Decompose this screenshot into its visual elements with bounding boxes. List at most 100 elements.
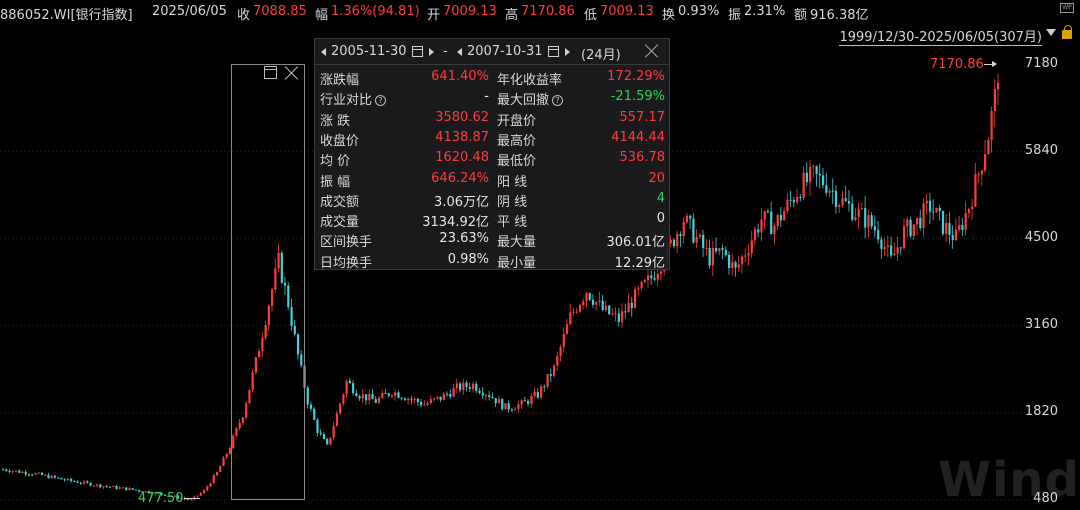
- candle-body: [5, 469, 8, 471]
- stat-label: 涨 跌: [320, 113, 351, 129]
- y-tick-label: 7180: [1024, 56, 1058, 71]
- candle-body: [867, 215, 870, 228]
- candle-body: [676, 234, 679, 247]
- candle-body: [89, 482, 92, 486]
- next-end-arrow-icon[interactable]: [565, 48, 570, 56]
- help-icon[interactable]: ?: [552, 95, 564, 107]
- stat-value: 12.29亿: [614, 255, 665, 271]
- stats-row: 收盘价 4138.87 最高价 4144.44: [315, 128, 669, 149]
- candle-body: [118, 487, 121, 489]
- index-code[interactable]: 886052.WI[银行指数]: [0, 8, 133, 23]
- candle-body: [40, 472, 44, 476]
- candle-body: [705, 247, 708, 249]
- candle-body: [407, 398, 410, 401]
- candle-body: [659, 271, 663, 274]
- next-start-arrow-icon[interactable]: [429, 48, 434, 56]
- end-date[interactable]: 2007-10-31: [467, 44, 543, 59]
- interval-selection-box[interactable]: [231, 64, 305, 500]
- candle-body: [627, 302, 630, 313]
- candle-body: [533, 392, 536, 397]
- arrow-right-icon: [984, 61, 997, 67]
- candle-body: [702, 234, 705, 248]
- candle-body: [436, 396, 439, 399]
- candle-body: [899, 247, 902, 249]
- candle-body: [643, 280, 646, 283]
- candle-body: [805, 172, 808, 183]
- candle-body: [715, 248, 718, 252]
- candle-body: [517, 404, 520, 410]
- candle-body: [825, 185, 828, 193]
- amount-value: 916.38亿: [810, 8, 869, 23]
- y-tick-label: 480: [1033, 491, 1058, 506]
- candle-body: [462, 382, 465, 391]
- help-icon[interactable]: ?: [375, 95, 387, 107]
- candle-body: [831, 190, 834, 192]
- candle-body: [870, 215, 873, 227]
- close-icon[interactable]: [645, 44, 659, 58]
- candle-body: [2, 469, 5, 471]
- close-icon[interactable]: [284, 65, 300, 81]
- candle-body: [711, 248, 714, 266]
- candle-body: [591, 299, 595, 305]
- stat-label: 最高价: [497, 133, 537, 149]
- candle-body: [433, 398, 436, 400]
- candle-body: [125, 487, 128, 491]
- calendar-icon[interactable]: [548, 46, 559, 57]
- interval-stats-panel: 2005-11-30 - 2007-10-31 (24月) 涨跌幅 641.40%…: [314, 38, 670, 271]
- candle-body: [504, 403, 507, 410]
- candle-body: [306, 387, 309, 405]
- candle-body: [520, 400, 523, 405]
- candle-body: [886, 245, 890, 247]
- stat-label: 开盘价: [497, 113, 537, 129]
- lock-icon[interactable]: [1062, 25, 1072, 39]
- candle-body: [915, 217, 919, 225]
- wp-badge-icon[interactable]: WP: [1060, 3, 1074, 13]
- stat-label: 最大回撤?: [497, 89, 564, 108]
- candle-body: [656, 273, 659, 280]
- open-value: 7009.13: [443, 4, 497, 19]
- calendar-icon[interactable]: [412, 46, 423, 57]
- candle-body: [812, 166, 815, 168]
- candle-body: [329, 437, 332, 445]
- candle-body: [423, 404, 426, 406]
- prev-start-arrow-icon[interactable]: [321, 48, 326, 56]
- candle-body: [634, 289, 637, 309]
- candle-body: [922, 203, 925, 228]
- candle-body: [747, 252, 750, 256]
- candle-body: [588, 293, 591, 300]
- candle-body: [854, 216, 857, 220]
- dropdown-arrow-icon[interactable]: [1046, 29, 1056, 36]
- candle-body: [974, 174, 977, 207]
- date-range-text[interactable]: 1999/12/30-2025/06/05(307月): [839, 30, 1042, 46]
- candle-body: [646, 275, 650, 281]
- y-tick-label: 4500: [1024, 230, 1058, 245]
- stat-value: -: [484, 89, 489, 105]
- prev-end-arrow-icon[interactable]: [457, 48, 462, 56]
- candle-body: [847, 200, 851, 204]
- candle-body: [164, 494, 167, 496]
- candle-body: [650, 275, 653, 278]
- window-icon[interactable]: [264, 66, 277, 79]
- candle-body: [50, 475, 53, 479]
- start-date[interactable]: 2005-11-30: [331, 44, 407, 59]
- candle-body: [611, 313, 614, 315]
- candle-body: [410, 398, 413, 400]
- stat-label: 涨跌幅: [320, 73, 360, 88]
- stat-value: 4: [656, 190, 665, 206]
- kline-chart[interactable]: [0, 40, 1080, 510]
- turnover-label: 换: [662, 8, 676, 23]
- candle-body: [60, 477, 63, 480]
- stat-label: 阴 线: [497, 194, 528, 210]
- date-range-selector[interactable]: 1999/12/30-2025/06/05(307月): [839, 26, 1042, 46]
- candle-body: [180, 498, 183, 500]
- candle-body: [102, 486, 105, 488]
- candle-body: [698, 234, 702, 237]
- candle-body: [961, 225, 964, 230]
- stats-row: 均 价 1620.48 最低价 536.78: [315, 148, 669, 169]
- candle-body: [890, 245, 893, 256]
- candle-body: [27, 474, 31, 476]
- candle-body: [131, 488, 134, 490]
- candle-body: [721, 248, 724, 250]
- candle-body: [141, 491, 144, 493]
- candle-body: [945, 222, 948, 234]
